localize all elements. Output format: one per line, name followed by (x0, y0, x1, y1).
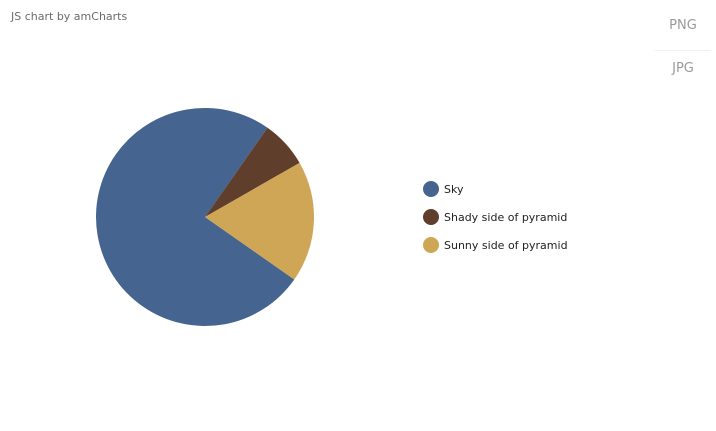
pie-slice-sky[interactable] (96, 108, 295, 326)
legend: Sky Shady side of pyramid Sunny side of py… (423, 181, 568, 253)
legend-item[interactable]: Sunny side of pyramid (423, 237, 568, 253)
legend-marker (423, 181, 439, 197)
export-png-button[interactable]: PNG (669, 18, 697, 33)
pie-slice-sunny-side-of-pyramid[interactable] (205, 162, 314, 280)
legend-marker (423, 209, 439, 225)
legend-label: Sky (444, 183, 464, 196)
legend-label: Shady side of pyramid (444, 211, 567, 224)
legend-marker (423, 237, 439, 253)
pie-slices (96, 108, 314, 326)
export-jpg-button[interactable]: JPG (655, 50, 711, 93)
export-menu: PNG JPG (655, 8, 711, 93)
chart-credit[interactable]: JS chart by amCharts (11, 10, 128, 23)
pie-slice-shady-side-of-pyramid[interactable] (205, 127, 300, 217)
legend-label: Sunny side of pyramid (444, 239, 568, 252)
legend-item[interactable]: Sky (423, 181, 464, 197)
legend-item[interactable]: Shady side of pyramid (423, 209, 567, 225)
